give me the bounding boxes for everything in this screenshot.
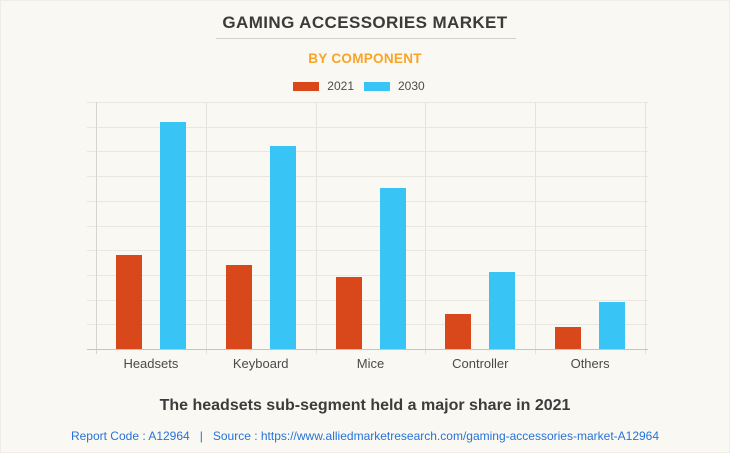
bar-2021-others xyxy=(555,327,582,349)
bar-2030-keyboard xyxy=(269,146,296,349)
bar-2021-keyboard xyxy=(225,265,252,349)
x-tick-label-keyboard: Keyboard xyxy=(232,356,289,371)
legend-item-2021[interactable]: 2021 xyxy=(293,79,354,93)
x-gridline xyxy=(535,102,537,354)
chart-legend: 2021 2030 xyxy=(1,79,723,93)
legend-swatch-2021 xyxy=(293,81,320,91)
x-tick-label-headsets: Headsets xyxy=(123,356,179,371)
y-gridline xyxy=(87,200,648,202)
report-code: Report Code : A12964 xyxy=(70,429,190,443)
x-tick-label-controller: Controller xyxy=(452,356,509,371)
x-gridline xyxy=(645,102,646,354)
separator: | xyxy=(199,429,203,443)
x-tick-label-others: Others xyxy=(570,356,610,371)
bar-2021-mice xyxy=(335,277,362,349)
legend-label-2021: 2021 xyxy=(327,79,354,93)
source-line: Report Code : A12964 | Source : https://… xyxy=(1,429,729,443)
y-gridline xyxy=(87,102,648,103)
y-gridline xyxy=(87,274,648,276)
x-tick-label-mice: Mice xyxy=(356,356,385,371)
legend-label-2030: 2030 xyxy=(398,79,425,93)
y-axis-line xyxy=(96,102,97,354)
legend-swatch-2030 xyxy=(364,81,390,91)
bar-chart-plot-area: Headsets Keyboard Mice Controller Others xyxy=(1,102,729,372)
x-gridline xyxy=(205,102,207,354)
bar-2030-mice xyxy=(379,188,406,349)
x-axis-line xyxy=(87,349,648,350)
legend-item-2030[interactable]: 2030 xyxy=(364,79,425,93)
bar-2021-controller xyxy=(445,314,472,349)
title-divider xyxy=(216,38,516,39)
y-gridline xyxy=(87,126,648,128)
x-gridline xyxy=(315,102,317,354)
y-gridline xyxy=(87,250,648,252)
chart-subtitle: BY COMPONENT xyxy=(308,51,422,66)
chart-footnote: The headsets sub-segment held a major sh… xyxy=(159,397,571,414)
y-gridline xyxy=(87,151,648,153)
y-gridline xyxy=(87,176,648,178)
x-gridline xyxy=(425,102,427,354)
bar-2030-headsets xyxy=(159,122,186,349)
bar-2021-headsets xyxy=(115,255,142,349)
y-gridline xyxy=(87,225,648,227)
bar-2030-others xyxy=(599,302,626,349)
source-url-link[interactable]: Source : https://www.alliedmarketresearc… xyxy=(212,429,660,443)
page-title: GAMING ACCESSORIES MARKET xyxy=(222,13,508,32)
y-gridline xyxy=(87,299,648,301)
bar-2030-controller xyxy=(489,272,516,349)
y-gridline xyxy=(87,324,648,326)
